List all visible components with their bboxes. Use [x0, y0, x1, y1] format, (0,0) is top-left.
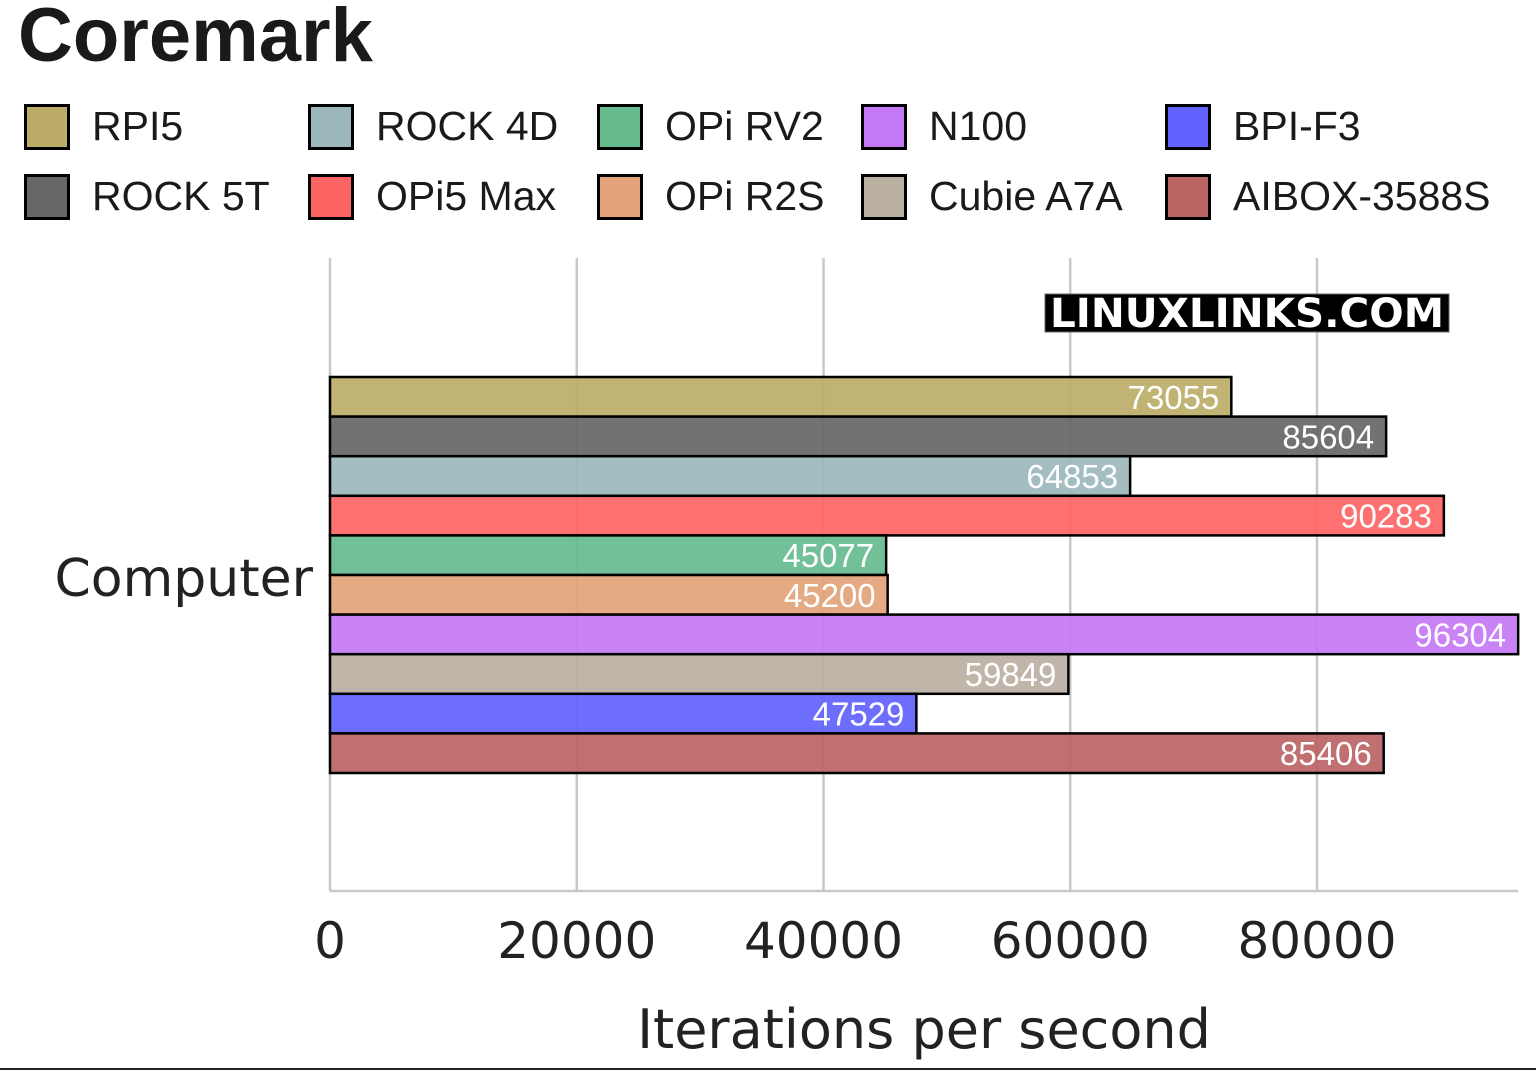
legend-swatch	[861, 103, 907, 150]
bar	[328, 415, 1388, 458]
legend-label: BPI-F3	[1233, 103, 1361, 149]
x-tick-label: 20000	[497, 912, 656, 970]
legend-swatch	[24, 173, 70, 220]
legend-item: OPi R2S	[597, 173, 825, 220]
bar	[328, 454, 1132, 498]
legend-swatch	[597, 173, 643, 220]
bar	[328, 692, 918, 735]
x-tick-label: 40000	[744, 912, 903, 970]
legend-swatch	[597, 103, 643, 150]
legend-label: ROCK 5T	[92, 173, 270, 219]
bar	[328, 375, 1233, 418]
data-label: 90283	[1340, 498, 1432, 535]
legend-swatch	[308, 173, 354, 220]
data-label: 73055	[1128, 379, 1220, 416]
legend-swatch	[861, 173, 907, 220]
legend-swatch	[308, 103, 354, 150]
x-tick-label: 0	[314, 912, 346, 970]
legend-label: RPI5	[92, 103, 184, 149]
chart-title: Coremark	[18, 0, 373, 78]
x-tick-label: 80000	[1237, 912, 1396, 970]
bar	[328, 732, 1385, 775]
watermark-logo: LINUXLINKS.COM	[1050, 291, 1444, 337]
legend-item: ROCK 4D	[308, 103, 558, 150]
legend-item: OPi5 Max	[308, 173, 556, 220]
legend-label: OPi RV2	[665, 103, 824, 149]
x-axis-title: Iterations per second	[637, 998, 1211, 1061]
legend-item: RPI5	[24, 103, 183, 150]
watermark-box	[1044, 293, 1450, 333]
legend-item: OPi RV2	[597, 103, 824, 150]
data-label: 85604	[1282, 418, 1374, 455]
legend-item: AIBOX-3588S	[1165, 173, 1491, 220]
legend-item: BPI-F3	[1165, 103, 1361, 150]
bottom-divider	[0, 1068, 1536, 1070]
y-category-label: Computer	[54, 549, 313, 609]
data-label: 96304	[1414, 616, 1506, 653]
bar	[328, 494, 1446, 537]
x-tick-label: 60000	[991, 912, 1150, 970]
data-label: 45200	[784, 577, 876, 614]
bar	[328, 573, 889, 616]
legend-label: AIBOX-3588S	[1233, 173, 1491, 219]
data-label: 85406	[1280, 735, 1372, 772]
legend-label: ROCK 4D	[376, 103, 559, 149]
legend-label: N100	[929, 103, 1028, 149]
legend-swatch	[24, 103, 70, 150]
data-label: 64853	[1026, 458, 1118, 495]
legend-label: Cubie A7A	[929, 173, 1123, 219]
legend-item: N100	[861, 103, 1027, 150]
legend-item: ROCK 5T	[24, 173, 270, 220]
data-label: 45077	[782, 537, 874, 574]
bar	[328, 652, 1070, 696]
legend-swatch	[1165, 173, 1211, 220]
bar	[328, 534, 888, 577]
legend-item: Cubie A7A	[861, 173, 1123, 220]
data-label: 59849	[965, 656, 1057, 693]
bar	[328, 613, 1520, 656]
legend-label: OPi R2S	[665, 173, 825, 219]
legend-swatch	[1165, 103, 1211, 150]
legend-label: OPi5 Max	[376, 173, 556, 219]
data-label: 47529	[813, 696, 905, 733]
